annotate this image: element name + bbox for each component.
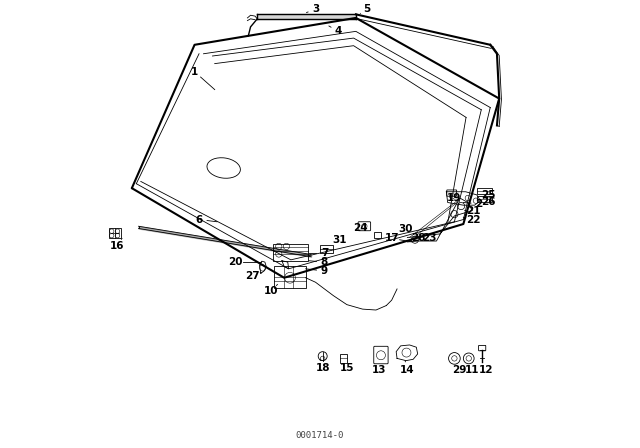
Text: 24: 24 bbox=[353, 223, 367, 233]
Text: 15: 15 bbox=[340, 363, 354, 373]
Text: 1: 1 bbox=[191, 67, 198, 77]
Text: 8: 8 bbox=[321, 257, 328, 267]
Text: 27: 27 bbox=[246, 271, 260, 280]
Text: 29: 29 bbox=[452, 365, 466, 375]
Text: 17: 17 bbox=[385, 233, 399, 243]
Text: 23: 23 bbox=[422, 233, 437, 243]
Text: 7: 7 bbox=[321, 248, 328, 258]
Text: 19: 19 bbox=[447, 193, 461, 203]
Text: 2: 2 bbox=[476, 199, 483, 209]
Text: 9: 9 bbox=[321, 266, 328, 276]
Text: 4: 4 bbox=[334, 26, 342, 36]
Text: 10: 10 bbox=[264, 286, 278, 296]
Text: 20: 20 bbox=[228, 257, 242, 267]
Text: 22: 22 bbox=[467, 215, 481, 224]
Text: 31: 31 bbox=[332, 235, 346, 245]
Text: 26: 26 bbox=[481, 198, 495, 207]
Text: 14: 14 bbox=[400, 365, 415, 375]
Text: 25: 25 bbox=[481, 190, 495, 200]
Text: 16: 16 bbox=[110, 241, 125, 251]
Text: 3: 3 bbox=[312, 4, 319, 14]
Text: 5: 5 bbox=[364, 4, 371, 14]
Text: 0001714-0: 0001714-0 bbox=[296, 431, 344, 440]
Text: 12: 12 bbox=[479, 365, 493, 375]
Text: 18: 18 bbox=[316, 363, 330, 373]
Text: 21: 21 bbox=[467, 207, 481, 216]
Text: 6: 6 bbox=[195, 215, 203, 224]
Text: 11: 11 bbox=[465, 365, 479, 375]
Text: 30: 30 bbox=[398, 224, 412, 234]
Text: 13: 13 bbox=[372, 365, 387, 375]
Text: 28: 28 bbox=[412, 233, 426, 243]
